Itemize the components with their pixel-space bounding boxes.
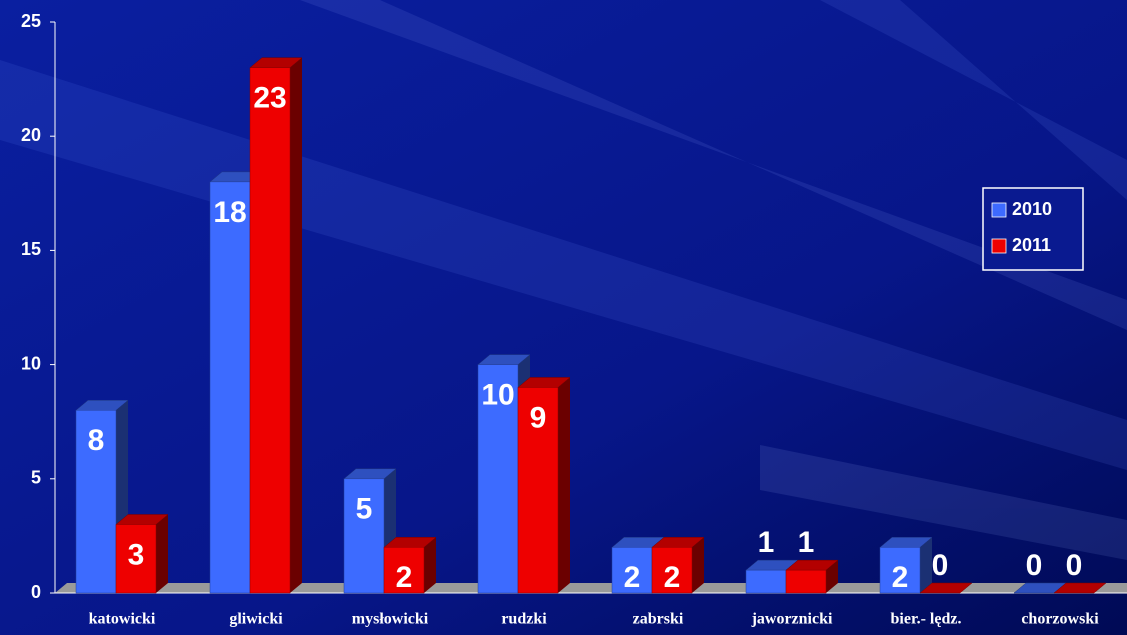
legend <box>982 187 1084 271</box>
bar <box>249 67 291 594</box>
data-label: 2 <box>396 561 413 594</box>
x-tick-label: gliwicki <box>229 611 283 628</box>
y-tick-label: 0 <box>31 582 41 602</box>
bar <box>651 547 693 594</box>
y-tick-label: 15 <box>21 239 41 259</box>
data-label: 18 <box>213 196 246 229</box>
bar <box>343 478 385 594</box>
y-tick-label: 25 <box>21 11 41 31</box>
x-tick-label: bier.- lędz. <box>891 611 962 628</box>
bar <box>745 569 787 594</box>
bar-side <box>692 537 704 593</box>
y-tick-label: 5 <box>31 468 41 488</box>
x-tick-label: zabrski <box>633 611 684 628</box>
floor <box>55 583 1127 593</box>
legend-label: 2010 <box>1012 199 1052 219</box>
bar-top <box>1053 582 1107 594</box>
legend-label: 2011 <box>1012 235 1051 255</box>
data-label: 3 <box>128 538 145 571</box>
bar-side <box>290 57 302 594</box>
legend-box <box>982 187 1084 271</box>
bar <box>383 547 425 594</box>
x-tick-label: rudzki <box>501 611 547 628</box>
data-label: 5 <box>356 493 373 526</box>
legend-swatch <box>991 202 1007 218</box>
bar-side <box>558 377 570 593</box>
bar-top <box>919 582 973 594</box>
bar-side <box>424 537 436 593</box>
data-label: 1 <box>758 526 775 559</box>
x-tick-label: jaworznicki <box>751 611 833 628</box>
data-label: 23 <box>253 82 286 115</box>
bar <box>209 181 251 594</box>
data-label: 8 <box>88 424 105 457</box>
bar-side <box>920 537 932 593</box>
bar <box>115 524 157 594</box>
data-label: 0 <box>932 549 949 582</box>
y-tick-label: 20 <box>21 125 41 145</box>
data-label: 1 <box>798 526 815 559</box>
x-tick-label: mysłowicki <box>352 611 429 628</box>
bar-side <box>826 560 838 593</box>
data-label: 9 <box>530 401 547 434</box>
bar <box>477 364 519 594</box>
data-label: 10 <box>481 379 514 412</box>
data-label: 2 <box>624 561 641 594</box>
x-tick-label: katowicki <box>89 611 156 628</box>
bar <box>75 410 117 594</box>
bar-side <box>156 514 168 593</box>
y-tick-label: 10 <box>21 353 41 373</box>
data-label: 2 <box>892 561 909 594</box>
bar <box>785 569 827 594</box>
bar <box>517 387 559 594</box>
data-label: 0 <box>1026 549 1043 582</box>
bar <box>611 547 653 594</box>
data-label: 0 <box>1066 549 1083 582</box>
data-label: 2 <box>664 561 681 594</box>
x-tick-label: chorzowski <box>1021 611 1099 628</box>
bar <box>879 547 921 594</box>
legend-swatch <box>991 238 1007 254</box>
